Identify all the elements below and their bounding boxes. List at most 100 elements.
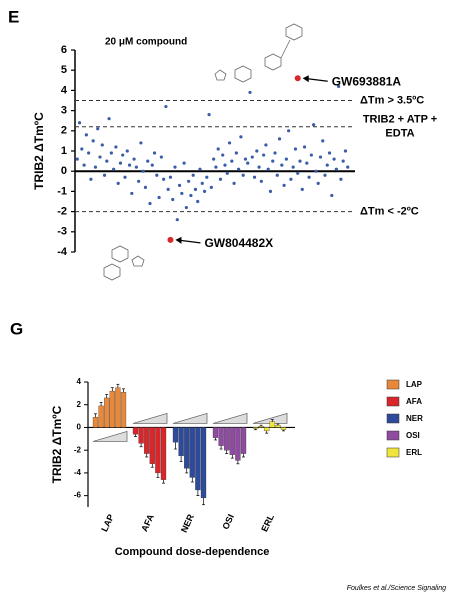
data-point bbox=[198, 167, 202, 171]
data-point bbox=[118, 161, 123, 165]
data-point bbox=[141, 169, 145, 173]
bar bbox=[280, 427, 287, 430]
dose-wedge bbox=[92, 430, 128, 442]
y-tick-label: -4 bbox=[74, 468, 82, 477]
dose-wedge bbox=[212, 412, 248, 424]
data-point bbox=[127, 163, 132, 167]
bar bbox=[229, 427, 235, 455]
data-point bbox=[312, 123, 316, 127]
data-point bbox=[162, 177, 166, 181]
bar bbox=[155, 427, 161, 474]
data-point bbox=[114, 145, 118, 149]
bar bbox=[92, 417, 99, 428]
highlight-point bbox=[167, 236, 174, 243]
highlight-label: GW693881A bbox=[332, 74, 402, 88]
data-point bbox=[207, 113, 211, 117]
data-point bbox=[209, 185, 213, 189]
data-point bbox=[109, 151, 113, 155]
data-point bbox=[243, 157, 248, 161]
data-point bbox=[280, 163, 284, 167]
data-point bbox=[98, 155, 102, 159]
data-point bbox=[264, 143, 268, 147]
bar bbox=[149, 427, 155, 464]
y-tick-label: 3 bbox=[61, 105, 67, 117]
data-point bbox=[112, 167, 116, 171]
data-point bbox=[168, 175, 173, 179]
data-point bbox=[268, 189, 273, 193]
y-tick-label: -3 bbox=[57, 226, 67, 238]
data-point bbox=[205, 175, 209, 179]
legend-label: ERL bbox=[406, 448, 422, 457]
bar bbox=[218, 427, 224, 446]
legend-swatch bbox=[386, 413, 400, 424]
y-tick-label: 5 bbox=[61, 64, 67, 76]
dose-wedge bbox=[132, 412, 168, 424]
data-point bbox=[323, 173, 327, 177]
bar bbox=[195, 427, 201, 491]
data-point bbox=[125, 149, 129, 153]
dose-wedge bbox=[172, 412, 208, 424]
data-point bbox=[293, 147, 298, 151]
data-point bbox=[277, 137, 282, 141]
arrow-head bbox=[175, 236, 182, 244]
data-point bbox=[164, 104, 168, 109]
data-point bbox=[262, 153, 266, 157]
data-point bbox=[159, 155, 163, 159]
y-tick-label: -6 bbox=[74, 491, 82, 500]
data-point bbox=[246, 161, 250, 165]
legend-swatch bbox=[386, 447, 400, 458]
data-point bbox=[232, 181, 236, 185]
data-point bbox=[330, 193, 334, 198]
data-point bbox=[296, 171, 300, 175]
data-point bbox=[148, 201, 152, 206]
data-point bbox=[132, 157, 136, 161]
data-point bbox=[327, 151, 332, 155]
data-point bbox=[187, 179, 191, 183]
bar bbox=[212, 427, 219, 438]
data-point bbox=[250, 155, 254, 159]
bar bbox=[172, 427, 179, 443]
bar bbox=[252, 427, 259, 429]
bar bbox=[120, 392, 127, 428]
data-point bbox=[291, 165, 295, 169]
bar bbox=[224, 427, 230, 451]
legend-label: OSI bbox=[406, 431, 420, 440]
legend-label: AFA bbox=[406, 397, 422, 406]
data-point bbox=[182, 161, 186, 165]
credit: Foulkes et al./Science Signaling bbox=[347, 585, 446, 592]
data-point bbox=[241, 173, 245, 177]
y-tick-label: -1 bbox=[57, 185, 67, 197]
data-point bbox=[91, 139, 95, 143]
data-point bbox=[339, 177, 343, 181]
data-point bbox=[316, 181, 320, 185]
data-point bbox=[116, 181, 120, 185]
data-point bbox=[193, 187, 198, 191]
data-point bbox=[189, 193, 193, 198]
bar bbox=[178, 427, 184, 457]
y-tick-label: -2 bbox=[57, 206, 67, 218]
data-point bbox=[302, 145, 307, 149]
data-point bbox=[202, 189, 207, 193]
data-point bbox=[289, 177, 293, 181]
data-point bbox=[212, 157, 216, 161]
data-point bbox=[105, 159, 109, 163]
data-point bbox=[155, 173, 159, 177]
y-tick-label: -4 bbox=[57, 246, 68, 258]
data-point bbox=[166, 187, 170, 191]
data-point bbox=[314, 169, 318, 173]
bar bbox=[160, 427, 167, 480]
data-point bbox=[325, 163, 329, 167]
bar bbox=[144, 427, 150, 454]
data-point bbox=[137, 179, 141, 183]
data-point bbox=[225, 171, 229, 175]
bar bbox=[138, 427, 144, 444]
data-point bbox=[77, 121, 82, 125]
data-point bbox=[252, 175, 257, 179]
bar bbox=[258, 426, 264, 428]
data-point bbox=[93, 165, 98, 169]
data-point bbox=[82, 163, 86, 167]
legend-label: LAP bbox=[406, 380, 423, 389]
data-point bbox=[123, 175, 127, 179]
bar bbox=[184, 427, 190, 469]
